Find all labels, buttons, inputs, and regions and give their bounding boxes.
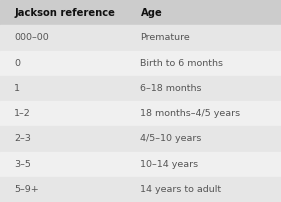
Text: Premature: Premature — [140, 33, 190, 42]
Bar — [0, 101, 281, 126]
Text: 000–00: 000–00 — [14, 33, 49, 42]
Bar — [0, 76, 281, 101]
Text: 6–18 months: 6–18 months — [140, 84, 202, 93]
Bar — [0, 177, 281, 202]
Text: 0: 0 — [14, 59, 20, 68]
Text: 3–5: 3–5 — [14, 160, 31, 169]
Text: 18 months–4/5 years: 18 months–4/5 years — [140, 109, 241, 118]
Text: 14 years to adult: 14 years to adult — [140, 185, 222, 194]
Bar — [0, 152, 281, 177]
Text: 2–3: 2–3 — [14, 134, 31, 143]
Text: Jackson reference: Jackson reference — [14, 8, 115, 18]
Text: Age: Age — [140, 8, 162, 18]
Text: Birth to 6 months: Birth to 6 months — [140, 59, 223, 68]
Bar — [0, 0, 281, 25]
Text: 10–14 years: 10–14 years — [140, 160, 199, 169]
Bar — [0, 25, 281, 50]
Text: 1: 1 — [14, 84, 20, 93]
Bar — [0, 126, 281, 152]
Text: 5–9+: 5–9+ — [14, 185, 39, 194]
Bar — [0, 50, 281, 76]
Text: 1–2: 1–2 — [14, 109, 31, 118]
Text: 4/5–10 years: 4/5–10 years — [140, 134, 202, 143]
